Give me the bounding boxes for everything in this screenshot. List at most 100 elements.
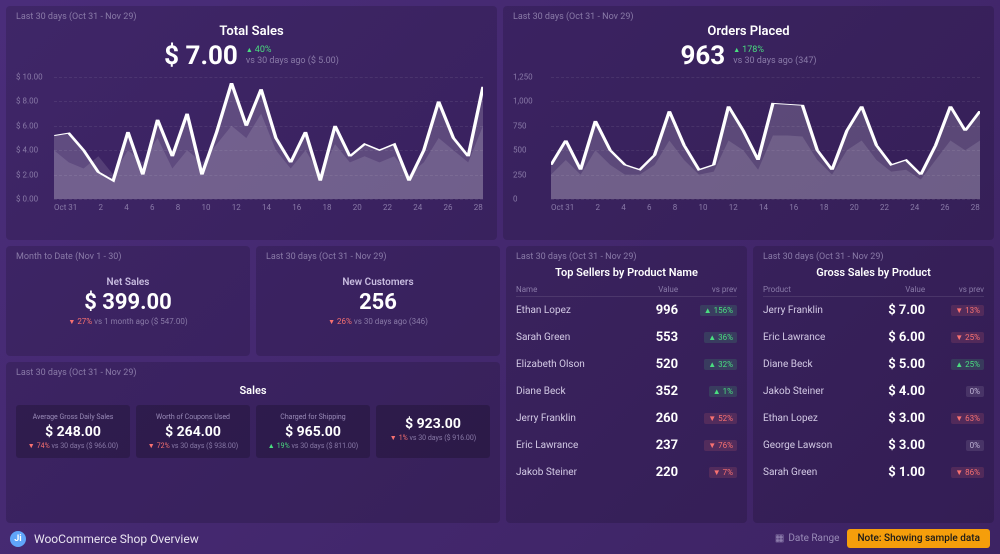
table-row[interactable]: Sarah Green553▲ 36% xyxy=(516,324,737,351)
x-tick: 18 xyxy=(323,203,332,217)
sales-item-value: $ 965.00 xyxy=(262,424,364,440)
x-tick: 12 xyxy=(232,203,241,217)
table-row[interactable]: Ethan Lopez996 ▲ 156% xyxy=(516,297,737,324)
cell-value: 220 xyxy=(619,465,678,480)
x-tick: 22 xyxy=(880,203,889,217)
change-badge: ▼ 25% xyxy=(951,332,984,343)
cell-name: Diane Beck xyxy=(763,359,866,370)
net-sales-change: 27% xyxy=(68,317,92,326)
cell-value: $ 5.00 xyxy=(866,357,925,372)
y-tick: $ 6.00 xyxy=(16,121,38,130)
x-tick: 24 xyxy=(413,203,422,217)
top-sellers-title: Top Sellers by Product Name xyxy=(516,266,737,279)
gross-sales-panel: Last 30 days (Oct 31 - Nov 29) Gross Sal… xyxy=(753,246,994,523)
date-range-button[interactable]: ▦ Date Range xyxy=(775,533,840,544)
sales-item: Average Gross Daily Sales$ 248.0074% vs … xyxy=(16,405,130,458)
table-row[interactable]: Jakob Steiner220 ▼ 7% xyxy=(516,459,737,486)
cell-name: George Lawson xyxy=(763,440,866,451)
table-row[interactable]: Eric Lawrance237 ▼ 76% xyxy=(516,432,737,459)
cell-name: Jakob Steiner xyxy=(516,467,619,478)
x-tick: 4 xyxy=(621,203,626,217)
gross-sales-title: Gross Sales by Product xyxy=(763,266,984,279)
cell-value: $ 6.00 xyxy=(866,330,925,345)
change-badge: 0% xyxy=(966,440,984,451)
cell-name: Eric Lawrance xyxy=(763,332,866,343)
cell-name: Elizabeth Olson xyxy=(516,359,619,370)
sales-item-sub: vs 30 days ($ 811.00) xyxy=(291,442,358,450)
cell-value: 996 xyxy=(619,303,678,318)
change-badge: ▲ 32% xyxy=(704,359,737,370)
total-sales-title: Total Sales xyxy=(16,24,487,39)
change-badge: ▼ 86% xyxy=(951,467,984,478)
cell-value: $ 3.00 xyxy=(866,411,925,426)
cell-value: 553 xyxy=(619,330,678,345)
sales-item-change: 72% xyxy=(148,442,170,450)
total-sales-change: 40% xyxy=(246,45,339,56)
range-label: Last 30 days (Oct 31 - Nov 29) xyxy=(513,12,634,22)
total-sales-chart[interactable]: $ 10.00$ 8.00$ 6.00$ 4.00$ 2.00$ 0.00 Oc… xyxy=(16,77,487,217)
y-tick: $ 10.00 xyxy=(16,73,43,82)
cell-name: Ethan Lopez xyxy=(763,413,866,424)
y-tick: $ 4.00 xyxy=(16,146,38,155)
y-tick: 500 xyxy=(513,146,527,155)
cell-value: $ 4.00 xyxy=(866,384,925,399)
table-row[interactable]: Diane Beck352 ▲ 1% xyxy=(516,378,737,405)
table-row[interactable]: Sarah Green$ 1.00▼ 86% xyxy=(763,459,984,486)
orders-placed-panel: Last 30 days (Oct 31 - Nov 29) Orders Pl… xyxy=(503,6,994,240)
col-vsprev: vs prev xyxy=(925,285,984,294)
range-label: Month to Date (Nov 1 - 30) xyxy=(16,252,122,262)
x-tick: 24 xyxy=(910,203,919,217)
cell-value: 260 xyxy=(619,411,678,426)
table-row[interactable]: George Lawson$ 3.00 0% xyxy=(763,432,984,459)
sales-title: Sales xyxy=(16,384,490,397)
cell-value: $ 3.00 xyxy=(866,438,925,453)
cell-name: Jakob Steiner xyxy=(763,386,866,397)
change-badge: ▼ 7% xyxy=(709,467,737,478)
x-tick: Oct 31 xyxy=(54,203,77,217)
sales-item-title: Average Gross Daily Sales xyxy=(22,413,124,421)
cell-value: 237 xyxy=(619,438,678,453)
orders-placed-title: Orders Placed xyxy=(513,24,984,39)
table-row[interactable]: Ethan Lopez$ 3.00▼ 63% xyxy=(763,405,984,432)
table-row[interactable]: Jerry Franklin260 ▼ 52% xyxy=(516,405,737,432)
change-badge: ▲ 1% xyxy=(709,386,737,397)
x-tick: 20 xyxy=(353,203,362,217)
table-row[interactable]: Jakob Steiner$ 4.000% xyxy=(763,378,984,405)
x-tick: 2 xyxy=(99,203,104,217)
new-customers-change-sub: vs 30 days ago (346) xyxy=(354,317,428,326)
sales-item-title: Worth of Coupons Used xyxy=(142,413,244,421)
cell-name: Jerry Franklin xyxy=(516,413,619,424)
sales-item: Charged for Shipping$ 965.0019% vs 30 da… xyxy=(256,405,370,458)
change-badge: ▼ 52% xyxy=(704,413,737,424)
y-tick: 1,250 xyxy=(513,73,533,82)
y-tick: $ 0.00 xyxy=(16,195,38,204)
range-label: Last 30 days (Oct 31 - Nov 29) xyxy=(266,252,387,262)
table-row[interactable]: Elizabeth Olson520 ▲ 32% xyxy=(516,351,737,378)
total-sales-panel: Last 30 days (Oct 31 - Nov 29) Total Sal… xyxy=(6,6,497,240)
x-tick: 12 xyxy=(729,203,738,217)
total-sales-change-sub: vs 30 days ago ($ 5.00) xyxy=(246,56,339,67)
sales-item: $ 923.001% vs 30 days ($ 916.00) xyxy=(376,405,490,458)
cell-name: Diane Beck xyxy=(516,386,619,397)
table-row[interactable]: Jerry Franklin$ 7.00▼ 13% xyxy=(763,297,984,324)
change-badge: ▼ 76% xyxy=(704,440,737,451)
y-tick: 1,000 xyxy=(513,97,533,106)
cell-name: Sarah Green xyxy=(516,332,619,343)
new-customers-title: New Customers xyxy=(266,277,490,288)
sales-item-value: $ 248.00 xyxy=(22,424,124,440)
cell-value: $ 7.00 xyxy=(866,303,925,318)
table-row[interactable]: Diane Beck$ 5.00▲ 25% xyxy=(763,351,984,378)
cell-name: Ethan Lopez xyxy=(516,305,619,316)
cell-value: 520 xyxy=(619,357,678,372)
x-tick: 18 xyxy=(820,203,829,217)
orders-placed-chart[interactable]: 1,2501,0007505002500 Oct 312468101214161… xyxy=(513,77,984,217)
table-row[interactable]: Eric Lawrance$ 6.00 ▼ 25% xyxy=(763,324,984,351)
cell-name: Eric Lawrance xyxy=(516,440,619,451)
change-badge: ▲ 156% xyxy=(700,305,737,316)
sales-item-value: $ 923.00 xyxy=(382,416,484,432)
logo-icon: Ji xyxy=(10,531,26,547)
orders-placed-change: 178% xyxy=(733,45,816,56)
cell-value: 352 xyxy=(619,384,678,399)
sales-item-change: 19% xyxy=(268,442,290,450)
range-label: Last 30 days (Oct 31 - Nov 29) xyxy=(763,252,884,262)
